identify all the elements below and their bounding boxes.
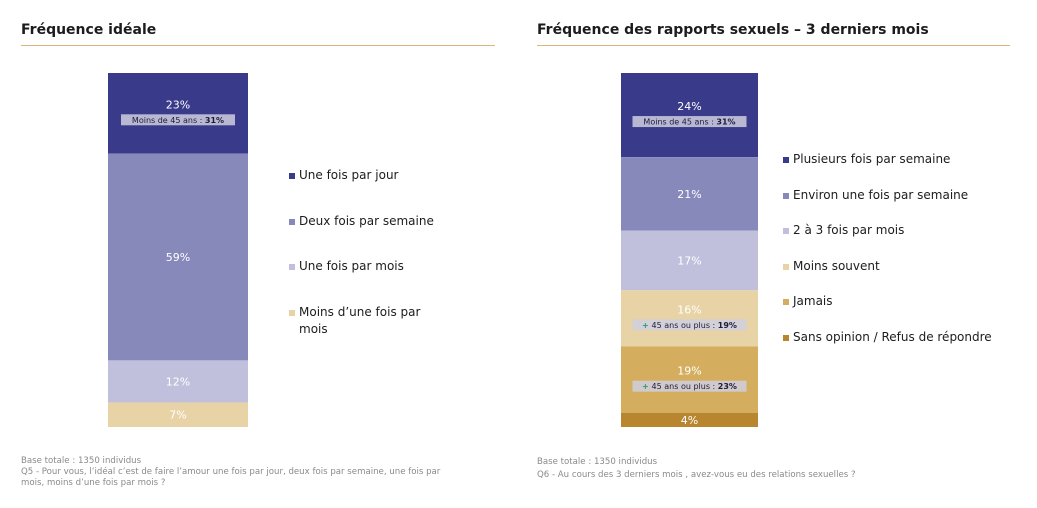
chart-title: Fréquence des rapports sexuels – 3 derni…: [537, 22, 929, 38]
legend-swatch: [289, 218, 295, 225]
legend-swatch: [289, 309, 295, 316]
data-label: 17%: [677, 255, 701, 268]
callout-box: [632, 116, 747, 128]
bar-segment-plusieurs-fois-par-semaine: [621, 73, 758, 158]
significance-plus-icon: +: [642, 321, 652, 330]
stacked-bar-chart: 23% Moins de 45 ans : 31% 59% 12% 7%: [108, 73, 248, 427]
callout-box: [632, 380, 747, 392]
legend-item-moins-souvent: Moins souvent: [783, 258, 1023, 275]
callout-value: 23%: [718, 382, 737, 391]
question-note: Q5 - Pour vous, l’idéal c’est de faire l…: [21, 467, 441, 488]
callout-group-label: 45 ans ou plus :: [652, 382, 718, 391]
chart-title: Fréquence idéale: [21, 22, 157, 38]
legend-label: Moins d’une fois par mois: [299, 304, 421, 336]
data-label: 21%: [677, 188, 701, 201]
legend-item-deux-fois-par-semaine: Deux fois par semaine: [289, 213, 439, 230]
legend-swatch: [783, 263, 789, 270]
significance-plus-icon: +: [642, 382, 652, 391]
legend-label: Plusieurs fois par semaine: [793, 152, 951, 166]
legend-label: Environ une fois par semaine: [793, 187, 969, 202]
legend-item-jamais: Jamais: [783, 293, 1023, 310]
data-label: 19%: [677, 365, 701, 378]
callout-group-label: 45 ans ou plus :: [652, 321, 718, 330]
legend-swatch: [783, 299, 789, 305]
data-label: 12%: [166, 375, 190, 388]
bar-segment-environ-une-fois-par-semaine: [621, 157, 758, 231]
callout-value: 31%: [716, 118, 735, 127]
subgroup-callout: Moins de 45 ans : 31%: [632, 116, 747, 128]
bar-segment-2-a-3-fois-par-mois: [621, 230, 758, 291]
callout-text: Moins de 45 ans : 31%: [132, 116, 224, 125]
data-label: 59%: [166, 251, 190, 264]
bar-segment-sans-opinion-refus-de-repondre: [621, 412, 758, 427]
legend-item-environ-une-fois-par-semaine: Environ une fois par semaine: [783, 187, 1023, 204]
legend-label: 2 à 3 fois par mois: [793, 223, 905, 237]
data-label: 24%: [677, 100, 701, 113]
bar-segment-jamais: [621, 346, 758, 413]
legend-label: Jamais: [793, 294, 833, 308]
data-label: 7%: [169, 409, 186, 422]
legend-swatch: [289, 173, 295, 179]
callout-value: 19%: [718, 321, 737, 330]
legend-item-moins-d-une-fois-par-mois: Moins d’une fois par mois: [289, 304, 439, 338]
bar-segment-moins-souvent: [621, 290, 758, 347]
legend-label: Deux fois par semaine: [299, 213, 434, 228]
callout-box: [632, 319, 747, 331]
legend-item-plusieurs-fois-par-semaine: Plusieurs fois par semaine: [783, 151, 1023, 168]
legend-item-2-a-3-fois-par-mois: 2 à 3 fois par mois: [783, 222, 1023, 239]
legend-label: Une fois par mois: [299, 259, 404, 273]
callout-text: + 45 ans ou plus : 19%: [642, 321, 737, 330]
question-note: Q6 - Au cours des 3 derniers mois , avez…: [537, 470, 856, 480]
legend-label: Une fois par jour: [299, 168, 399, 182]
data-label: 23%: [166, 98, 190, 111]
legend-swatch: [783, 334, 789, 341]
legend-swatch: [289, 264, 295, 270]
subgroup-callout: + 45 ans ou plus : 19%: [632, 319, 747, 331]
bar-segment-une-fois-par-jour: [108, 73, 248, 154]
panel-actual-frequency: Fréquence des rapports sexuels – 3 derni…: [515, 0, 1037, 508]
stacked-bar-chart: 24% Moins de 45 ans : 31% 21% 17% 16% + 45 an…: [621, 73, 758, 427]
callout-group-label: Moins de 45 ans :: [643, 118, 716, 127]
data-label: 16%: [677, 303, 701, 316]
bar-segment-deux-fois-par-semaine: [108, 153, 248, 361]
title-divider: [537, 45, 1010, 46]
data-label: 4%: [681, 414, 698, 427]
legend-swatch: [783, 192, 789, 199]
legend-label: Moins souvent: [793, 258, 880, 273]
callout-value: 31%: [205, 116, 224, 125]
title-divider: [21, 45, 495, 46]
base-note: Base totale : 1350 individus: [21, 456, 142, 466]
legend-swatch: [783, 157, 789, 163]
base-note: Base totale : 1350 individus: [537, 457, 658, 467]
callout-text: Moins de 45 ans : 31%: [643, 118, 735, 127]
subgroup-callout: Moins de 45 ans : 31%: [121, 114, 235, 126]
bar-segment-moins-d-une-fois-par-mois: [108, 402, 248, 427]
bar-segment-une-fois-par-mois: [108, 360, 248, 403]
legend-label: Sans opinion / Refus de répondre: [793, 329, 992, 344]
legend-item-sans-opinion-refus-de-repondre: Sans opinion / Refus de répondre: [783, 329, 1023, 346]
callout-box: [121, 114, 235, 126]
subgroup-callout: + 45 ans ou plus : 23%: [632, 380, 747, 392]
callout-text: + 45 ans ou plus : 23%: [642, 382, 737, 391]
legend-swatch: [783, 228, 789, 234]
callout-group-label: Moins de 45 ans :: [132, 116, 205, 125]
panel-ideal-frequency: Fréquence idéale 23% Moins de 45 ans : 31…: [0, 0, 510, 508]
legend-item-une-fois-par-jour: Une fois par jour: [289, 167, 439, 184]
legend-item-une-fois-par-mois: Une fois par mois: [289, 258, 439, 275]
